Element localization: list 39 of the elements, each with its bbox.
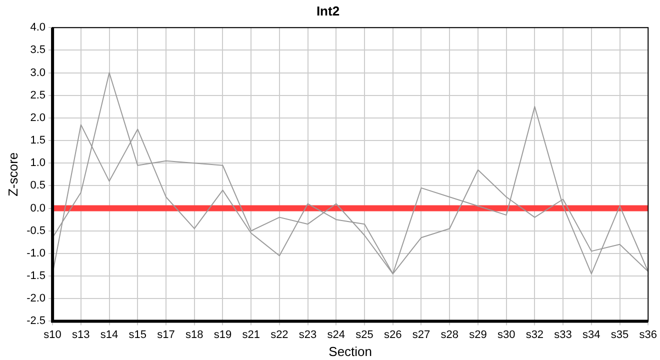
- x-tick-label: s33: [554, 328, 572, 341]
- x-tick-label: s34: [582, 328, 600, 341]
- x-tick-label: s25: [356, 328, 374, 341]
- y-tick-label: 2.0: [30, 112, 46, 124]
- y-tick-label: 0.0: [30, 202, 46, 214]
- x-tick-label: s23: [298, 328, 317, 341]
- y-tick-label: 1.5: [30, 134, 46, 147]
- y-tick-label: 1.0: [30, 157, 46, 170]
- x-tick-label: s32: [526, 328, 544, 341]
- x-tick-label: s36: [639, 328, 658, 341]
- x-tick-label: s21: [242, 328, 260, 341]
- y-tick-label: -1.0: [26, 247, 46, 260]
- y-tick-label: -0.5: [26, 224, 46, 237]
- y-tick-label: -2.5: [26, 315, 46, 328]
- x-tick-label: s10: [44, 328, 62, 341]
- x-tick-label: s30: [497, 328, 516, 341]
- x-tick-label: s19: [214, 328, 232, 341]
- x-tick-label: s15: [128, 328, 147, 341]
- x-tick-label: s17: [157, 328, 175, 341]
- x-tick-label: s24: [327, 328, 346, 341]
- x-tick-label: s26: [384, 328, 402, 341]
- y-axis-title: Z-score: [5, 152, 20, 196]
- x-tick-label: s29: [469, 328, 487, 341]
- x-tick-label: s28: [440, 328, 458, 341]
- x-tick-label: s14: [100, 328, 118, 341]
- x-tick-label: s35: [610, 328, 629, 341]
- y-tick-label: 3.5: [30, 44, 46, 56]
- x-tick-label: s27: [412, 328, 430, 341]
- x-tick-label: s22: [270, 328, 288, 341]
- y-tick-label: 2.5: [30, 89, 46, 102]
- y-tick-label: -1.5: [26, 270, 46, 282]
- y-tick-label: 3.0: [30, 66, 46, 79]
- y-tick-label: 0.5: [30, 180, 46, 192]
- chart-title: Int2: [316, 3, 340, 18]
- x-tick-label: s13: [72, 328, 90, 341]
- x-axis-title: Section: [328, 344, 372, 359]
- y-tick-label: -2.0: [26, 292, 46, 305]
- y-tick-label: 4.0: [30, 22, 46, 34]
- x-tick-label: s18: [185, 328, 204, 341]
